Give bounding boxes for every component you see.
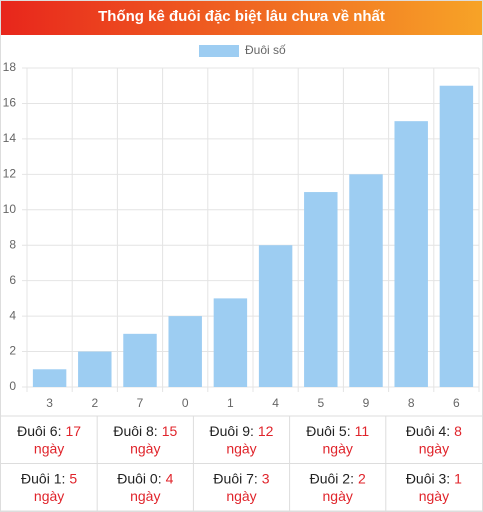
cell-unit: ngày xyxy=(226,488,256,504)
cell-value: 2 xyxy=(358,470,366,486)
y-tick-label: 0 xyxy=(9,379,16,393)
cell-line: Đuôi 1: 5 xyxy=(21,470,77,486)
cell-line: Đuôi 7: 3 xyxy=(213,470,269,486)
cell-unit: ngày xyxy=(323,488,353,504)
y-tick-label: 10 xyxy=(3,202,17,216)
cell-value: 3 xyxy=(262,470,270,486)
cell-value: 12 xyxy=(258,423,274,439)
bar xyxy=(258,245,293,387)
x-tick-label: 1 xyxy=(227,396,234,410)
cell-value: 4 xyxy=(166,470,174,486)
cell-label: Đuôi 9: xyxy=(210,423,254,439)
bar xyxy=(394,121,428,388)
cell-value: 8 xyxy=(454,423,462,439)
cell-value: 1 xyxy=(454,470,462,486)
cell-line: Đuôi 4: 8 xyxy=(406,423,462,439)
y-tick-label: 16 xyxy=(3,96,17,110)
bar xyxy=(168,316,202,387)
bar xyxy=(78,351,112,387)
bar xyxy=(439,85,474,387)
y-tick-label: 4 xyxy=(9,308,16,322)
x-tick-label: 4 xyxy=(272,396,279,410)
y-tick-label: 8 xyxy=(9,237,16,251)
cell-label: Đuôi 2: xyxy=(310,470,354,486)
cell-unit: ngày xyxy=(323,441,353,457)
x-tick-label: 8 xyxy=(408,396,415,410)
x-tick-label: 9 xyxy=(363,396,370,410)
cell-line: Đuôi 6: 17 xyxy=(17,423,81,439)
cell-line: Đuôi 0: 4 xyxy=(117,470,173,486)
cell-value: 15 xyxy=(162,423,178,439)
x-tick-label: 3 xyxy=(46,396,53,410)
cell-line: Đuôi 5: 11 xyxy=(306,423,369,439)
cell-unit: ngày xyxy=(419,441,449,457)
cell-label: Đuôi 3: xyxy=(406,470,450,486)
x-tick-label: 6 xyxy=(453,396,460,410)
x-tick-label: 0 xyxy=(182,396,189,410)
cell-label: Đuôi 6: xyxy=(17,423,61,439)
x-tick-label: 5 xyxy=(317,396,324,410)
bar xyxy=(213,298,248,387)
legend-swatch xyxy=(199,45,239,57)
y-tick-label: 14 xyxy=(3,131,17,145)
y-tick-label: 2 xyxy=(9,344,16,358)
cell-unit: ngày xyxy=(419,488,449,504)
cell-unit: ngày xyxy=(34,488,64,504)
bar xyxy=(349,174,383,387)
cell-label: Đuôi 1: xyxy=(21,470,65,486)
cell-unit: ngày xyxy=(34,441,64,457)
cell-label: Đuôi 7: xyxy=(213,470,257,486)
x-tick-label: 2 xyxy=(91,396,98,410)
cell-label: Đuôi 5: xyxy=(306,423,350,439)
x-tick-label: 7 xyxy=(137,396,144,410)
y-tick-label: 6 xyxy=(9,273,16,287)
bar xyxy=(32,369,67,387)
cell-value: 5 xyxy=(69,470,77,486)
cell-line: Đuôi 2: 2 xyxy=(310,470,366,486)
cell-line: Đuôi 3: 1 xyxy=(406,470,462,486)
cell-line: Đuôi 8: 15 xyxy=(113,423,177,439)
cell-label: Đuôi 4: xyxy=(406,423,450,439)
legend-label: Đuôi số xyxy=(245,43,286,57)
bar xyxy=(304,192,338,387)
cell-value: 11 xyxy=(355,423,370,439)
cell-line: Đuôi 9: 12 xyxy=(210,423,274,439)
y-tick-label: 12 xyxy=(3,167,17,181)
chart-title: Thống kê đuôi đặc biệt lâu chưa về nhất xyxy=(1,1,482,35)
cell-unit: ngày xyxy=(130,488,160,504)
y-tick-label: 18 xyxy=(3,60,17,74)
cell-unit: ngày xyxy=(130,441,160,457)
cell-label: Đuôi 0: xyxy=(117,470,161,486)
bar xyxy=(123,333,157,387)
cell-label: Đuôi 8: xyxy=(113,423,157,439)
cell-value: 17 xyxy=(65,423,81,439)
cell-unit: ngày xyxy=(226,441,256,457)
